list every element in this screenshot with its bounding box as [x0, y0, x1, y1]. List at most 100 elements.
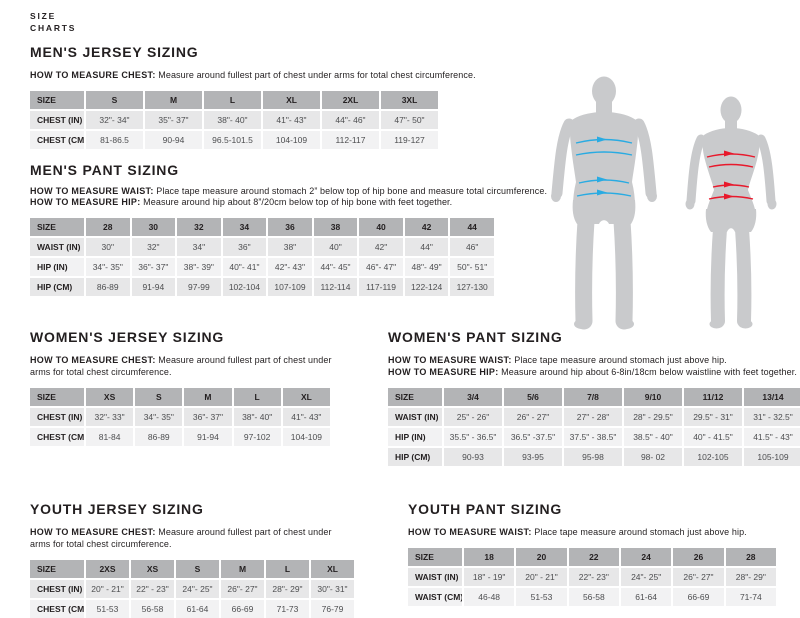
column-header: S: [86, 90, 143, 109]
table-cell: 46-48: [464, 587, 515, 606]
table-cell: 107-109: [268, 278, 312, 297]
table-header-row: SIZE XS S M L XL: [30, 388, 330, 406]
column-header: 2XL: [322, 90, 379, 109]
table-cell: 30"- 31": [311, 579, 354, 598]
waist-arrow-icon: [597, 176, 607, 183]
male-limbs: [551, 118, 657, 330]
table-cell: 29.5" - 31": [684, 408, 742, 426]
table-cell: 127-130: [450, 278, 494, 297]
table-row: WAIST (IN) 25" - 26" 26" - 27" 27" - 28" 28"…: [388, 408, 800, 426]
table-cell: 48"- 49": [404, 258, 449, 277]
female-body-shape: [685, 96, 777, 329]
youth-jersey-table: SIZE 2XS XS S M L XL CHEST (IN) 20" - 21" 22" - …: [28, 558, 356, 618]
column-header: 44: [450, 218, 494, 237]
howto-instruction: HOW TO MEASURE WAIST: Place tape measure…: [408, 527, 782, 539]
table-cell: 26"- 27": [673, 567, 724, 586]
table-cell: 51-53: [86, 599, 129, 618]
table-cell: 61-64: [620, 587, 672, 606]
table-cell: 44"- 46": [322, 110, 379, 129]
womens-jersey-section: WOMEN'S JERSEY SIZING HOW TO MEASURE CHE…: [30, 330, 358, 448]
row-label: CHEST (CM): [30, 428, 84, 446]
table-cell: 28"- 29": [725, 567, 776, 586]
table-cell: 40" - 41.5": [684, 428, 742, 446]
table-cell: 46": [450, 238, 494, 257]
column-header: 5/6: [504, 388, 562, 406]
table-cell: 22"- 23": [568, 567, 619, 586]
female-limbs: [686, 134, 776, 328]
column-header: 20: [516, 547, 567, 566]
table-cell: 28"- 29": [266, 579, 309, 598]
waist-arrow-icon: [724, 181, 734, 188]
row-label: CHEST (CM): [30, 599, 84, 618]
womens-pant-table: SIZE 3/4 5/6 7/8 9/10 11/12 13/14 WAIST (IN) 25…: [386, 386, 800, 468]
table-cell: 31" - 32.5": [744, 408, 800, 426]
column-header: L: [266, 559, 309, 578]
table-cell: 20" - 21": [516, 567, 567, 586]
table-cell: 81-84: [86, 428, 134, 446]
column-header: 13/14: [744, 388, 800, 406]
howto-instruction: HOW TO MEASURE CHEST: Measure around ful…: [30, 527, 348, 551]
table-cell: 35.5" - 36.5": [444, 428, 502, 446]
female-silhouette-figure: [685, 96, 777, 329]
table-cell: 47"- 50": [381, 110, 438, 129]
column-header: 3XL: [381, 90, 438, 109]
table-cell: 36"- 37": [131, 258, 176, 277]
table-cell: 95-98: [564, 448, 622, 466]
table-cell: 81-86.5: [86, 130, 143, 149]
table-cell: 112-114: [313, 278, 358, 297]
table-cell: 42": [359, 238, 403, 257]
table-cell: 61-64: [176, 599, 219, 618]
table-cell: 37.5" - 38.5": [564, 428, 622, 446]
howto-text: Measure around fullest part of chest und…: [158, 69, 476, 80]
table-cell: 20" - 21": [86, 579, 129, 598]
table-cell: 112-117: [322, 130, 379, 149]
table-cell: 91-94: [184, 428, 232, 446]
table-cell: 51-53: [516, 587, 567, 606]
table-row: HIP (CM) 90-93 93-95 95-98 98- 02 102-105 105-…: [388, 448, 800, 466]
section-title: WOMEN'S JERSEY SIZING: [30, 329, 225, 346]
table-cell: 56-58: [131, 599, 174, 618]
youth-pant-section: YOUTH PANT SIZING HOW TO MEASURE WAIST: …: [408, 502, 782, 608]
table-row: CHEST (IN) 32"- 34" 35"- 37" 38"- 40" 41"- 4…: [30, 110, 438, 129]
table-row: CHEST (CM) 51-53 56-58 61-64 66-69 71-73 76-79: [30, 599, 354, 618]
howto-label: HOW TO MEASURE HIP:: [30, 197, 141, 208]
column-header: 34: [222, 218, 267, 237]
table-cell: 38.5" - 40": [624, 428, 682, 446]
youth-sizing-area: YOUTH JERSEY SIZING HOW TO MEASURE CHEST…: [30, 502, 782, 618]
table-cell: 104-109: [263, 130, 320, 149]
table-cell: 25" - 26": [444, 408, 502, 426]
column-header: 30: [131, 218, 176, 237]
howto-label: HOW TO MEASURE CHEST:: [30, 355, 156, 366]
table-cell: 42"- 43": [268, 258, 312, 277]
table-cell: 97-99: [177, 278, 221, 297]
table-cell: 38"- 40": [204, 110, 261, 129]
table-cell: 34": [177, 238, 221, 257]
column-header: SIZE: [30, 388, 84, 406]
table-cell: 44"- 45": [313, 258, 358, 277]
table-cell: 102-105: [684, 448, 742, 466]
row-label: CHEST (IN): [30, 408, 84, 426]
howto-label: HOW TO MEASURE WAIST:: [388, 355, 512, 366]
table-cell: 98- 02: [624, 448, 682, 466]
underchest-measure-line: [575, 150, 633, 156]
column-header: 26: [673, 547, 724, 566]
table-row: HIP (IN) 34"- 35" 36"- 37" 38"- 39" 40"- 41"…: [30, 258, 494, 277]
column-header: XL: [282, 388, 330, 406]
howto-label: HOW TO MEASURE HIP:: [388, 367, 499, 378]
section-title: WOMEN'S PANT SIZING: [388, 329, 563, 346]
table-row: CHEST (IN) 32"- 33" 34"- 35" 36"- 37" 38"- 4…: [30, 408, 330, 426]
male-body-shape: [551, 76, 657, 329]
row-label: WAIST (IN): [30, 238, 84, 257]
column-header: S: [135, 388, 183, 406]
column-header: 40: [359, 218, 403, 237]
table-cell: 18" - 19": [464, 567, 515, 586]
underchest-measure-line: [708, 163, 754, 168]
column-header: 42: [404, 218, 449, 237]
column-header: SIZE: [30, 90, 84, 109]
howto-text: Measure around fullest part of chest und…: [30, 355, 332, 378]
table-cell: 71-74: [725, 587, 776, 606]
row-label: HIP (CM): [30, 278, 84, 297]
table-cell: 32": [131, 238, 176, 257]
column-header: 32: [177, 218, 221, 237]
youth-pant-table: SIZE 18 20 22 24 26 28 WAIST (IN) 18" - 19" 20" …: [406, 546, 778, 608]
